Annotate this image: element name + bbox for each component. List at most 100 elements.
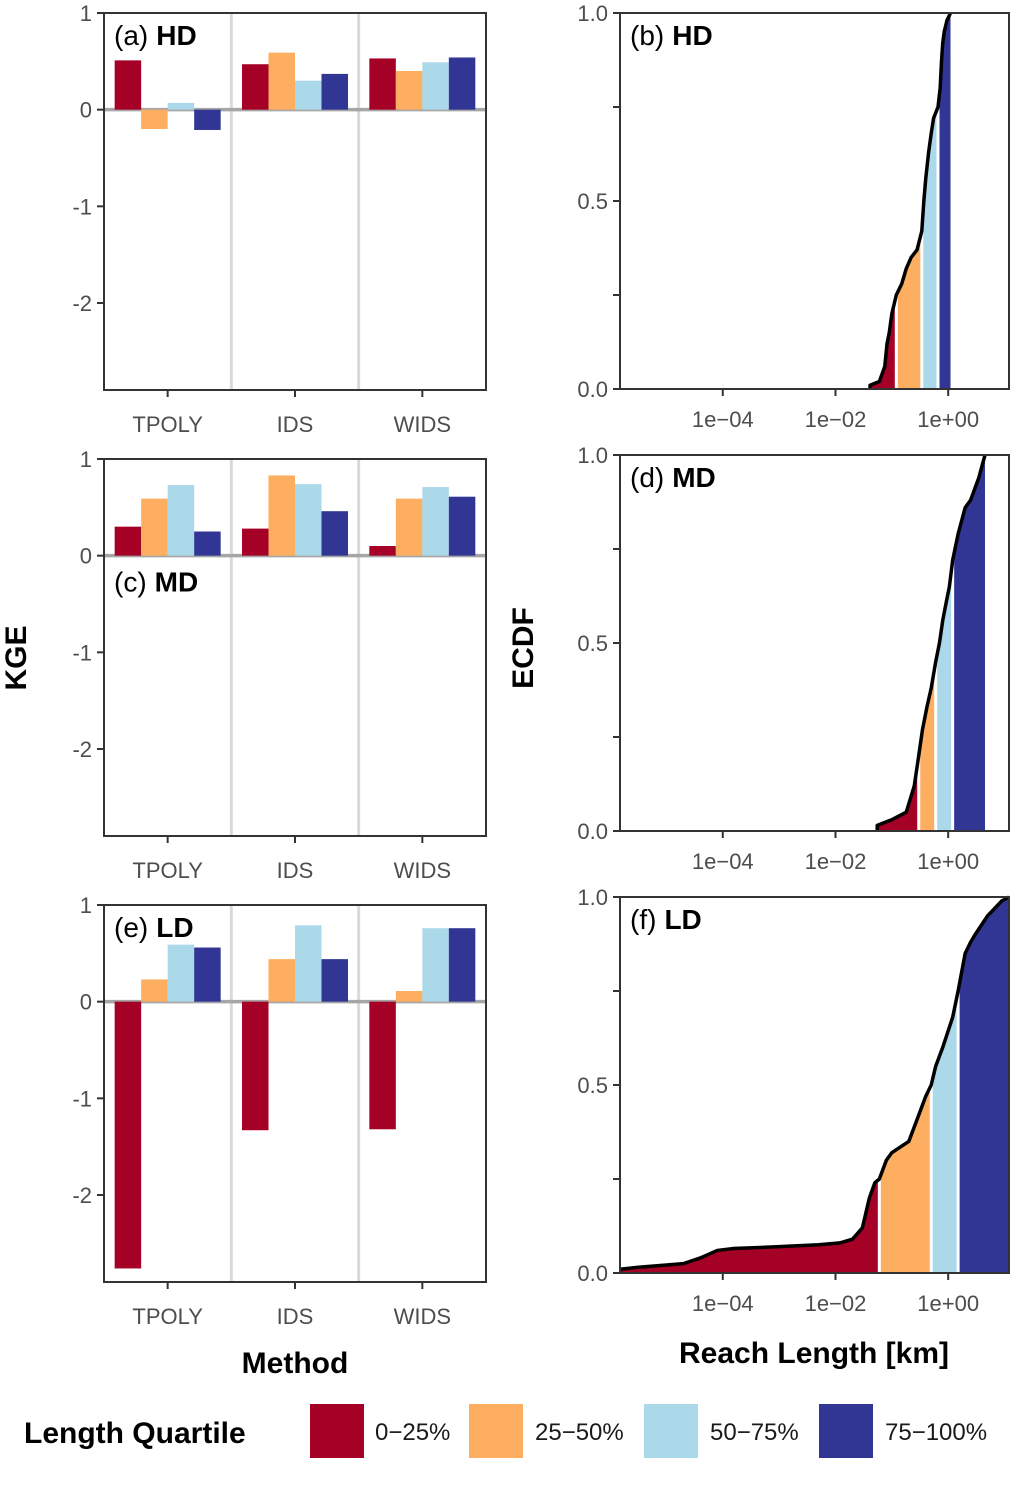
y-tick-label: 0.5 [577,1073,608,1098]
kge-bar [167,944,195,1002]
kge-bar [369,546,396,556]
kge-bar [321,959,348,1002]
kge-bar [194,947,221,1002]
x-tick-label: WIDS [394,412,451,437]
y-tick-label: 0.0 [577,377,608,402]
kge-bar [268,959,295,1002]
panel-letter: (c) [114,567,147,598]
legend-label-q1: 0−25% [375,1419,450,1446]
kge-bar [395,991,423,1002]
panel-letter: (a) [114,20,148,51]
legend-label-q4: 75−100% [885,1419,987,1446]
panel-domain-label: MD [155,567,199,598]
kge-bar [242,1001,269,1131]
ecdf-quartile-area [870,295,897,389]
kge-bar [114,1001,142,1269]
x-tick-label: 1e+00 [917,849,979,874]
y-tick-label: -1 [72,640,92,665]
kge-bar [114,526,142,556]
ecdf-quartile-area [958,897,1009,1273]
y-tick-label: 0.5 [577,631,608,656]
kge-bar [167,485,195,556]
kge-bar [422,928,449,1002]
y-tick-label: -1 [72,1086,92,1111]
panel-d-md-ecdf: 0.0 0.5 1.0 1e−04 1e−02 1e+00 (d) MD [577,443,1010,874]
plot-frame [103,458,487,837]
kge-bar [194,109,221,130]
panel-domain-label: LD [664,904,701,935]
panel-domain-label: LD [156,912,193,943]
ecdf-quartile-area [620,1179,880,1273]
ecdf-quartile-area [879,1085,932,1273]
y-tick-label: 0.0 [577,819,608,844]
x-tick-label: TPOLY [132,858,203,883]
ecdf-line [875,454,987,831]
kge-bar [422,487,449,556]
method-axis-title: Method [242,1347,349,1380]
y-tick-label: 0 [80,544,92,569]
plot-frame [103,904,487,1283]
legend: Length Quartile 0−25% 25−50% 50−75% 75−1… [24,1404,987,1458]
kge-bar [268,52,295,110]
kge-bar [448,57,476,110]
kge-bar [448,928,476,1002]
kge-bar [395,71,423,110]
x-tick-label: IDS [277,1304,314,1329]
x-tick-label: IDS [277,412,314,437]
ecdf-quartile-area [918,661,936,831]
panel-f-ld-ecdf: 0.0 0.5 1.0 1e−04 1e−02 1e+00 (f) LD [577,885,1010,1316]
x-tick-label: 1e−02 [805,407,867,432]
kge-bar [448,496,476,556]
kge-bar [194,531,221,556]
kge-bar [321,511,348,556]
kge-bar [242,64,269,110]
y-tick-label: 0.5 [577,189,608,214]
ecdf-quartile-area [921,107,939,389]
reach-length-axis-title: Reach Length [km] [679,1337,949,1370]
y-tick-label: 1 [80,893,92,918]
kge-bar [141,109,168,129]
x-tick-label: IDS [277,858,314,883]
panel-a-hd-kge-bars: TPOLY IDS WIDS -2 -1 0 1 (a) HD [72,1,487,437]
kge-bar [295,80,322,110]
x-tick-label: 1e−04 [692,1291,754,1316]
y-tick-label: -2 [72,291,92,316]
y-tick-label: 1.0 [577,885,608,910]
kge-bar [295,484,322,556]
ecdf-axis-title: ECDF [507,607,540,689]
y-tick-label: 1 [80,447,92,472]
y-tick-label: 0 [80,98,92,123]
x-tick-label: WIDS [394,1304,451,1329]
ecdf-quartile-area [952,455,985,831]
y-tick-label: 1.0 [577,1,608,26]
ecdf-line [868,12,953,389]
kge-bar [141,498,168,556]
panel-tag: (b) HD [630,20,713,51]
kge-bar [242,528,269,556]
x-tick-label: WIDS [394,858,451,883]
ecdf-quartile-area [935,560,953,831]
x-tick-label: TPOLY [132,1304,203,1329]
kge-bar [141,979,168,1002]
panel-c-md-kge-bars: TPOLY IDS WIDS -2 -1 0 1 (c) MD [72,447,487,883]
x-tick-label: 1e−02 [805,849,867,874]
panel-e-ld-kge-bars: TPOLY IDS WIDS -2 -1 0 1 (e) LD [72,893,487,1329]
y-tick-label: 1 [80,1,92,26]
y-tick-label: 0.0 [577,1261,608,1286]
kge-bar [167,102,195,110]
y-tick-label: 1.0 [577,443,608,468]
y-tick-label: -2 [72,1183,92,1208]
y-tick-label: 0 [80,990,92,1015]
kge-bar [295,925,322,1002]
ecdf-quartile-area [938,13,951,389]
x-tick-label: TPOLY [132,412,203,437]
legend-swatch-q1 [310,1404,364,1458]
x-tick-label: 1e−04 [692,407,754,432]
legend-label-q2: 25−50% [535,1419,624,1446]
ecdf-quartile-area [877,755,919,831]
ecdf-quartile-area [896,231,922,389]
kge-bar [268,475,295,556]
legend-swatch-q4 [819,1404,873,1458]
panel-domain-label: HD [156,20,196,51]
panel-tag: (e) LD [114,912,194,943]
